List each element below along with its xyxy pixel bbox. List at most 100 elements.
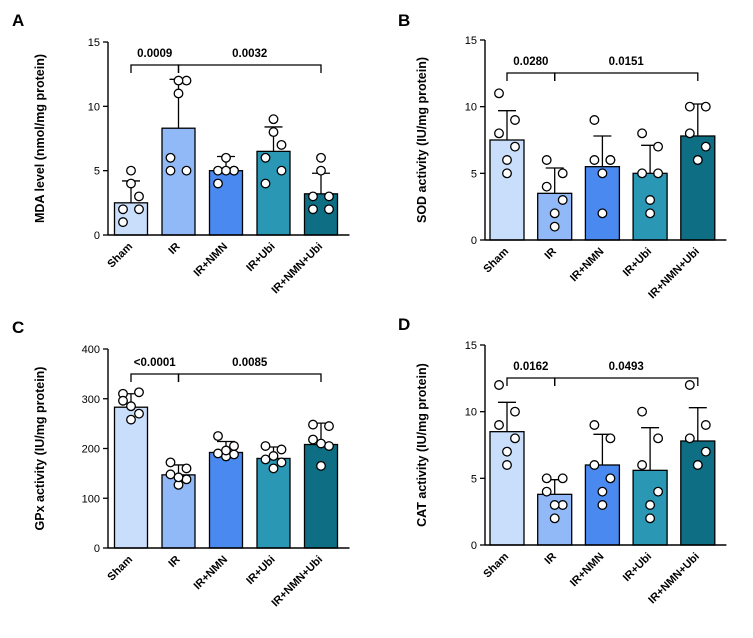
data-point: [692, 460, 703, 470]
data-point: [118, 217, 128, 228]
data-point: [213, 178, 223, 189]
data-point: [308, 191, 318, 202]
panel-label: D: [398, 315, 410, 334]
category-label: IR+NMN+Ubi: [646, 551, 702, 607]
y-tick-label: 15: [465, 35, 477, 47]
data-point: [557, 195, 568, 205]
data-point: [324, 191, 334, 202]
data-point: [605, 473, 616, 484]
significance-bracket: [177, 373, 322, 382]
category-label: IR: [166, 241, 182, 257]
data-point: [276, 457, 287, 468]
data-point: [589, 460, 600, 470]
y-tick-label: 0: [94, 230, 100, 242]
category-label: IR+Ubi: [621, 551, 654, 584]
data-point: [684, 101, 695, 112]
data-point: [276, 165, 287, 176]
bar-ir-nmn-ubi: [303, 193, 339, 236]
panel-label: C: [12, 318, 24, 337]
bar-ir-nmn: [584, 166, 621, 241]
data-point: [502, 168, 512, 179]
y-tick-label: 15: [465, 340, 477, 352]
data-point: [221, 165, 231, 176]
data-point: [549, 221, 560, 232]
bar-ir-nmn-ubi: [680, 135, 716, 241]
data-point: [134, 408, 144, 419]
category-label: IR+Ubi: [244, 241, 277, 274]
data-point: [605, 155, 616, 165]
panel-label: A: [12, 11, 24, 30]
y-tick-label: 15: [88, 37, 100, 49]
data-point: [316, 165, 326, 176]
category-label: IR+NMN: [192, 241, 231, 280]
data-point: [494, 420, 504, 430]
data-point: [260, 441, 271, 451]
data-point: [324, 441, 334, 451]
data-point: [316, 438, 326, 449]
data-point: [549, 513, 560, 524]
data-point: [645, 195, 656, 205]
y-tick-label: 400: [82, 344, 100, 356]
data-point: [276, 139, 287, 150]
p-value-label: 0.0280: [513, 56, 548, 68]
data-point: [541, 486, 552, 497]
data-point: [637, 128, 648, 139]
data-point: [692, 155, 703, 165]
data-point: [181, 474, 192, 485]
data-point: [653, 486, 664, 497]
y-tick-label: 0: [94, 543, 100, 555]
data-point: [549, 500, 560, 510]
data-point: [502, 446, 512, 457]
data-point: [134, 387, 144, 398]
data-point: [316, 152, 326, 163]
significance-bracket: [554, 72, 699, 81]
data-point: [126, 165, 136, 176]
data-point: [316, 460, 326, 471]
data-point: [229, 449, 239, 460]
data-point: [213, 165, 223, 176]
data-point: [268, 451, 279, 461]
data-point: [653, 141, 664, 152]
data-point: [597, 168, 608, 179]
data-point: [173, 75, 184, 86]
data-point: [494, 128, 504, 139]
significance-bracket: [554, 377, 699, 386]
category-label: IR+NMN+Ubi: [270, 241, 326, 297]
data-point: [260, 454, 271, 465]
data-point: [213, 448, 223, 459]
bar-ir-ubi: [256, 150, 291, 236]
significance-bracket: [506, 377, 556, 386]
data-point: [700, 141, 711, 152]
data-point: [510, 141, 520, 152]
data-point: [645, 500, 656, 510]
data-point: [268, 114, 279, 125]
significance-bracket: [177, 64, 322, 73]
data-point: [510, 433, 520, 444]
data-point: [700, 420, 711, 430]
bar-ir-nmn: [208, 451, 244, 549]
data-point: [126, 401, 136, 412]
data-point: [165, 152, 176, 163]
panel-c: C GPx activity (IU/mg protein) 0 100 200 300 4…: [12, 318, 350, 609]
category-label: IR+Ubi: [621, 246, 654, 279]
data-point: [510, 115, 520, 125]
data-point: [684, 433, 695, 444]
data-point: [118, 395, 128, 406]
p-value-label: 0.0009: [137, 48, 172, 60]
data-point: [541, 473, 552, 484]
p-value-label: 0.0493: [609, 361, 644, 373]
y-axis-label: SOD activity (IU/mg protein): [415, 57, 429, 223]
data-point: [502, 460, 512, 470]
data-point: [181, 165, 192, 176]
data-point: [589, 115, 600, 125]
significance-bracket: [130, 64, 180, 73]
data-point: [637, 168, 648, 179]
data-point: [684, 128, 695, 139]
p-value-label: 0.0151: [609, 56, 645, 68]
data-point: [229, 441, 239, 451]
category-label: IR+NMN: [192, 554, 231, 593]
y-tick-label: 5: [471, 473, 477, 485]
data-point: [126, 178, 136, 189]
data-point: [324, 204, 334, 215]
